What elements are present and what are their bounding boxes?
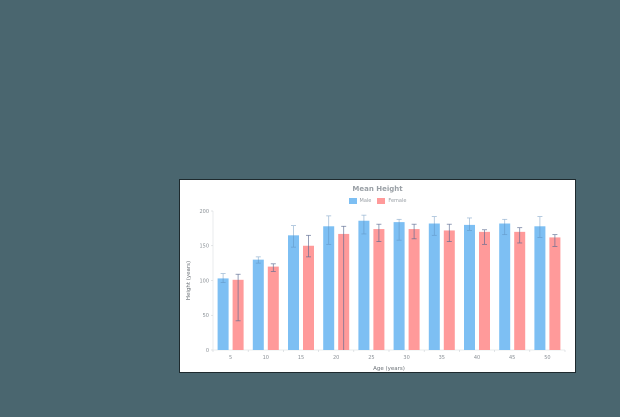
x-tick-label: 5 <box>229 355 232 361</box>
bar-male-50[interactable] <box>534 226 546 350</box>
error-bar-female-5 <box>235 273 241 322</box>
error-bar-male-25 <box>361 214 367 235</box>
x-tick-label: 30 <box>403 355 409 361</box>
bar-male-10[interactable] <box>252 259 264 350</box>
bar-male-40[interactable] <box>464 224 475 350</box>
x-tick-label: 40 <box>474 355 480 361</box>
bar-female-10[interactable] <box>267 266 279 350</box>
legend-item-male[interactable]: Male <box>348 198 372 204</box>
error-bar-female-30 <box>411 223 417 240</box>
legend-item-female[interactable]: Female <box>377 198 406 204</box>
bar-male-20[interactable] <box>323 226 335 350</box>
legend-swatch-female <box>377 198 386 204</box>
legend-swatch-male <box>348 198 357 204</box>
y-tick-label: 50 <box>203 313 209 319</box>
error-bar-female-20 <box>341 225 347 350</box>
bar-female-25[interactable] <box>373 229 385 350</box>
bar-male-35[interactable] <box>428 223 440 350</box>
plot-area: 0 50 100 150 200 Height (years) Age (years) 5 10… <box>186 209 566 372</box>
bar-female-40[interactable] <box>479 231 490 350</box>
error-bar-male-15 <box>291 225 296 248</box>
error-bar-female-25 <box>376 223 382 242</box>
bar-male-25[interactable] <box>358 220 370 350</box>
error-bar-female-45 <box>517 227 523 244</box>
error-bar-male-5 <box>220 273 226 283</box>
error-bar-male-20 <box>326 215 332 245</box>
x-tick-label: 10 <box>263 355 269 361</box>
bar-female-45[interactable] <box>514 231 526 350</box>
y-axis-title: Height (years) <box>186 261 192 300</box>
x-tick-label: 45 <box>509 355 515 361</box>
x-tick-label: 25 <box>368 355 374 361</box>
chart-legend: Male Female <box>180 198 575 204</box>
error-bar-male-30 <box>396 218 402 241</box>
y-tick-label: 0 <box>206 348 209 354</box>
y-tick-label: 200 <box>199 209 209 215</box>
error-bar-male-40 <box>467 217 472 231</box>
y-tick-label: 150 <box>199 244 209 250</box>
error-bar-female-35 <box>446 223 452 242</box>
error-bar-female-15 <box>306 234 311 258</box>
chart-panel: Mean Height Male Female 0 50 100 150 200 Heig… <box>179 179 576 373</box>
error-bar-male-35 <box>431 216 437 236</box>
chart-title: Mean Height <box>352 185 403 193</box>
bar-female-15[interactable] <box>303 245 314 350</box>
legend-label-male: Male <box>359 198 372 204</box>
error-bar-female-40 <box>482 229 487 245</box>
bar-male-15[interactable] <box>288 235 299 350</box>
bar-male-30[interactable] <box>393 222 405 350</box>
x-tick-label: 35 <box>439 355 445 361</box>
error-bar-female-50 <box>552 234 558 247</box>
legend-label-female: Female <box>388 198 407 204</box>
y-tick-label: 100 <box>199 278 209 284</box>
bar-male-45[interactable] <box>499 223 511 350</box>
error-bar-male-10 <box>255 256 261 264</box>
bar-female-30[interactable] <box>408 229 420 350</box>
error-bar-male-45 <box>502 218 508 236</box>
bar-male-5[interactable] <box>217 278 229 350</box>
bar-female-35[interactable] <box>443 230 455 350</box>
error-bar-male-50 <box>537 216 543 238</box>
error-bar-female-10 <box>270 263 276 272</box>
x-tick-label: 50 <box>544 355 550 361</box>
x-tick-label: 20 <box>333 355 339 361</box>
bar-female-50[interactable] <box>549 237 561 350</box>
x-tick-label: 15 <box>298 355 304 361</box>
x-axis-title: Age (years) <box>373 366 405 372</box>
